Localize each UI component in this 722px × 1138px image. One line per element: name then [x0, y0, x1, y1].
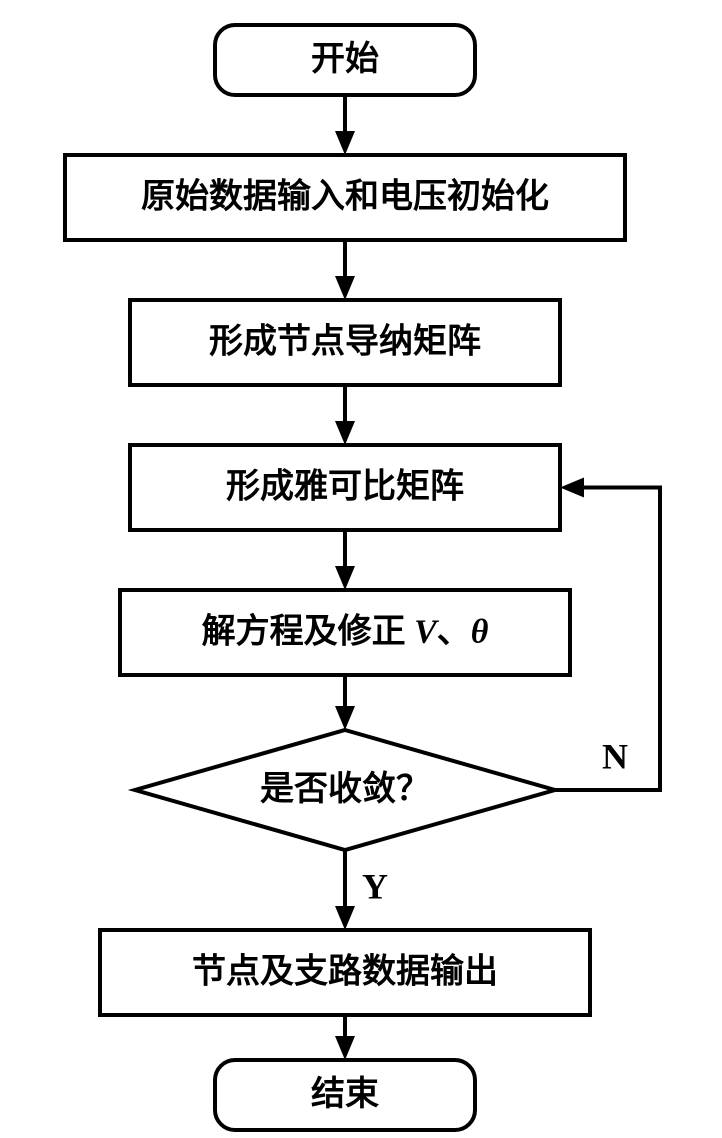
arrowhead — [335, 276, 355, 300]
edge-label-Y: Y — [362, 866, 388, 906]
arrowhead — [335, 566, 355, 590]
node-solve-label: 解方程及修正 V、θ — [202, 612, 489, 650]
node-start-label: 开始 — [311, 40, 379, 78]
node-decision-label: 是否收敛？ — [260, 770, 430, 808]
flowchart-svg: 开始原始数据输入和电压初始化形成节点导纳矩阵形成雅可比矩阵解方程及修正 V、θ 是… — [0, 0, 722, 1138]
arrowhead — [560, 478, 584, 498]
node-output-label: 节点及支路数据输出 — [192, 952, 498, 990]
arrowhead — [335, 906, 355, 930]
node-jacobi-label: 形成雅可比矩阵 — [226, 467, 464, 505]
node-input-label: 原始数据输入和电压初始化 — [141, 177, 549, 215]
node-end-label: 结束 — [311, 1075, 379, 1113]
arrowhead — [335, 1036, 355, 1060]
arrowhead — [335, 706, 355, 730]
arrowhead — [335, 131, 355, 155]
node-admit-label: 形成节点导纳矩阵 — [209, 322, 481, 360]
edge-label-N: N — [602, 736, 628, 776]
arrowhead — [335, 421, 355, 445]
